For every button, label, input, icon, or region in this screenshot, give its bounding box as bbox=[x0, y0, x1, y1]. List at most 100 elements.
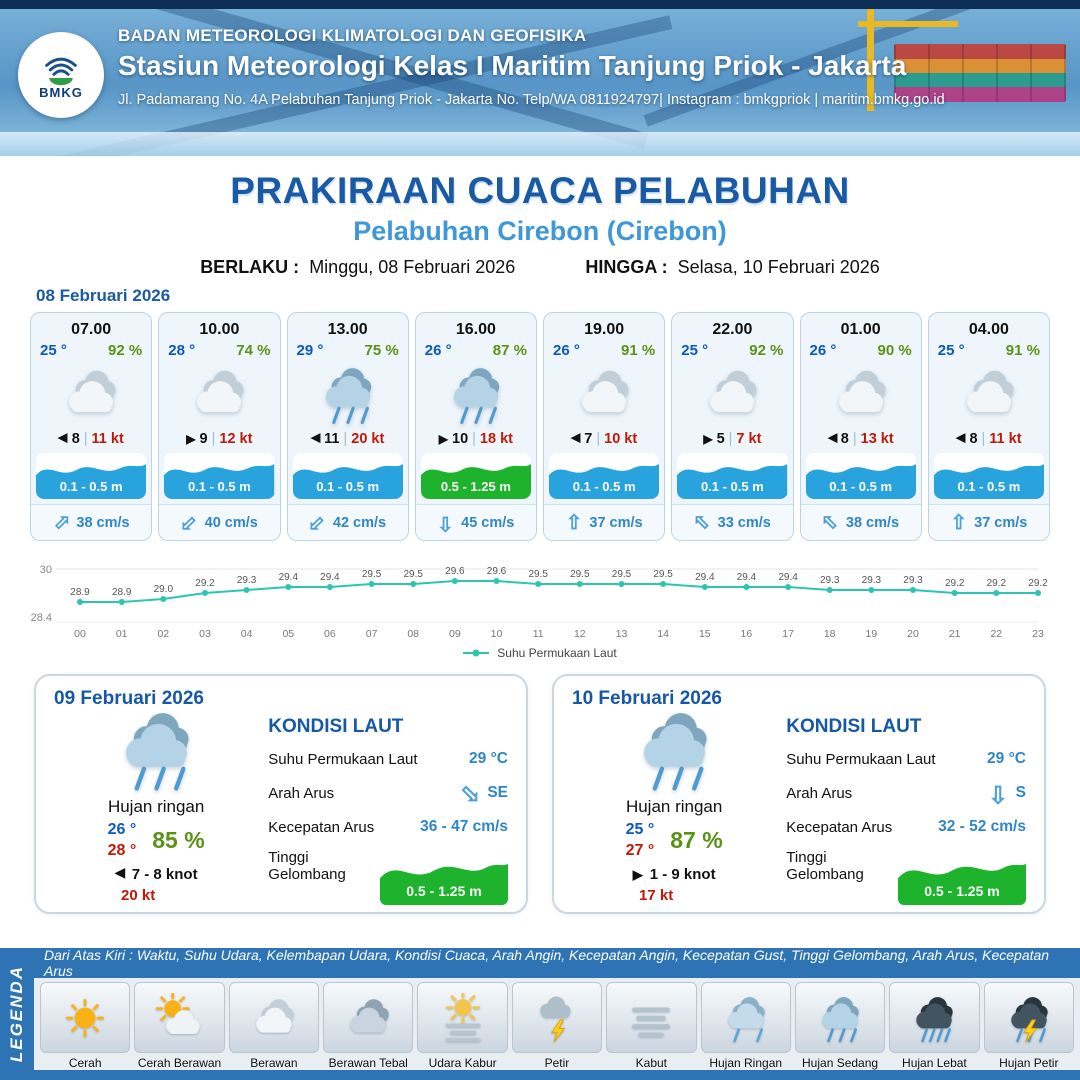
current-direction-icon: ⇧ bbox=[950, 511, 968, 534]
wind-gust: 11 kt bbox=[91, 431, 124, 447]
legend-item: Udara Kabur bbox=[417, 982, 508, 1070]
svg-text:01: 01 bbox=[116, 628, 128, 640]
humidity: 92 % bbox=[749, 342, 784, 359]
current-direction-icon: ⇧ bbox=[816, 508, 845, 537]
hujan-sedang-icon bbox=[794, 982, 886, 1053]
wave-height: 0.1 - 0.5 m bbox=[316, 479, 380, 494]
sst-value: 29 °C bbox=[469, 750, 508, 767]
wind-direction-icon: ▶ bbox=[703, 432, 713, 446]
weather-icon bbox=[109, 712, 204, 797]
svg-text:00: 00 bbox=[74, 628, 86, 640]
chart-legend: Suhu Permukaan Laut bbox=[22, 646, 1058, 660]
current-speed: 37 cm/s bbox=[589, 514, 643, 531]
legend-item-label: Hujan Lebat bbox=[902, 1056, 967, 1070]
current-direction-icon: ⇧ bbox=[437, 511, 455, 534]
chart-legend-marker bbox=[463, 652, 490, 654]
temp-max: 27 ° bbox=[625, 842, 655, 859]
svg-text:29.3: 29.3 bbox=[862, 575, 882, 586]
sst-chart-canvas: 30 28.4 28.9 00 28.9 01 29.0 02 29.2 03 29.3 04 29.4… bbox=[31, 564, 1049, 640]
station-name: Stasiun Meteorologi Kelas I Maritim Tanj… bbox=[118, 50, 907, 81]
wave-label: Tinggi Gelombang bbox=[786, 849, 864, 883]
current-direction-icon: ⇧ bbox=[175, 508, 203, 537]
humidity: 75 % bbox=[364, 342, 399, 359]
legend-note: Dari Atas Kiri : Waktu, Suhu Udara, Kele… bbox=[34, 947, 1080, 979]
humidity: 92 % bbox=[108, 342, 143, 359]
time-label: 13.00 bbox=[327, 321, 368, 338]
sst-label: Suhu Permukaan Laut bbox=[786, 750, 936, 768]
wave-height-box: 0.1 - 0.5 m bbox=[36, 453, 147, 499]
valid-from-value: Minggu, 08 Februari 2026 bbox=[309, 257, 516, 277]
humidity: 74 % bbox=[236, 342, 271, 359]
legend-title: LEGENDA bbox=[7, 965, 26, 1063]
cerah-berawan-icon bbox=[134, 982, 225, 1053]
forecast-card: 13.00 29 ° 75 % ▶ 11 | 20 kt 0.1 - 0.5 m ⇧ 42 cm/… bbox=[286, 312, 409, 541]
wave-height-box: 0.1 - 0.5 m bbox=[292, 453, 403, 499]
wave-height: 0.1 - 0.5 m bbox=[957, 479, 1021, 494]
legend-item: Hujan Lebat bbox=[889, 982, 980, 1070]
svg-text:29.4: 29.4 bbox=[320, 572, 340, 583]
valid-to: HINGGA : Selasa, 10 Februari 2026 bbox=[585, 257, 879, 278]
forecast-date: 08 Februari 2026 bbox=[36, 286, 171, 305]
petir-icon bbox=[511, 982, 603, 1053]
svg-text:29.3: 29.3 bbox=[820, 575, 840, 586]
temperature: 26 ° bbox=[553, 342, 580, 359]
time-label: 07.00 bbox=[71, 321, 112, 338]
svg-text:15: 15 bbox=[699, 628, 711, 640]
sea-title: KONDISI LAUT bbox=[786, 716, 922, 737]
wind-direction-icon: ▶ bbox=[310, 432, 321, 446]
svg-text:29.2: 29.2 bbox=[945, 578, 965, 589]
svg-text:11: 11 bbox=[533, 628, 544, 640]
hujan-ringan-icon bbox=[700, 982, 791, 1053]
svg-text:29.6: 29.6 bbox=[487, 566, 507, 577]
condition-label: Hujan ringan bbox=[625, 797, 723, 816]
daily-date: 10 Februari 2026 bbox=[572, 688, 722, 709]
wave-height: 0.5 - 1.25 m bbox=[406, 883, 482, 899]
port-name: Pelabuhan Cirebon (Cirebon) bbox=[353, 216, 727, 246]
daily-card-09: 09 Februari 2026 Hujan ringan 26 ° 28 ° … bbox=[34, 674, 528, 914]
udara-kabur-icon bbox=[417, 982, 508, 1053]
wind-gust: 10 kt bbox=[604, 431, 638, 447]
weather-icon bbox=[31, 361, 151, 427]
legend-item-label: Berawan bbox=[250, 1056, 298, 1070]
weather-icon bbox=[288, 361, 408, 427]
svg-text:20: 20 bbox=[907, 628, 919, 640]
wave-height-box: 0.1 - 0.5 m bbox=[549, 453, 660, 499]
sea-title: KONDISI LAUT bbox=[268, 716, 404, 737]
bmkg-logo: BMKG bbox=[18, 32, 104, 118]
wave-height: 0.1 - 0.5 m bbox=[829, 479, 893, 494]
wind-direction-icon: ▶ bbox=[956, 432, 966, 446]
wind-direction-icon: ▶ bbox=[632, 867, 643, 882]
svg-text:14: 14 bbox=[657, 628, 669, 640]
svg-text:12: 12 bbox=[574, 628, 586, 640]
wave-height: 0.1 - 0.5 m bbox=[187, 479, 251, 494]
current-direction-icon: ⇧ bbox=[47, 508, 75, 537]
weather-icon bbox=[544, 361, 664, 427]
wind-speed: 5 bbox=[716, 431, 725, 447]
bmkg-logo-icon bbox=[45, 57, 77, 85]
weather-icon bbox=[801, 361, 921, 427]
svg-text:29.4: 29.4 bbox=[737, 572, 757, 583]
wind-range: 7 - 8 knot bbox=[131, 866, 198, 883]
current-direction-icon: ⇧ bbox=[303, 508, 332, 537]
forecast-card: 19.00 26 ° 91 % ▶ 7 | 10 kt 0.1 - 0.5 m ⇧ 37 cm/s bbox=[543, 312, 666, 541]
svg-text:29.0: 29.0 bbox=[154, 584, 174, 595]
weather-icon bbox=[627, 712, 722, 797]
humidity: 91 % bbox=[621, 342, 656, 359]
current-speed: 38 cm/s bbox=[76, 514, 130, 531]
temperature: 28 ° bbox=[168, 342, 196, 359]
svg-text:29.5: 29.5 bbox=[528, 569, 548, 580]
temp-max: 28 ° bbox=[107, 842, 137, 859]
current-speed: 40 cm/s bbox=[204, 514, 258, 531]
svg-text:07: 07 bbox=[366, 628, 378, 640]
current-speed: 38 cm/s bbox=[845, 514, 900, 531]
svg-text:28.9: 28.9 bbox=[70, 587, 90, 598]
forecast-card: 04.00 25 ° 91 % ▶ 8 | 11 kt 0.1 - 0.5 m ⇧ 37 cm/s bbox=[927, 312, 1050, 541]
weather-icon bbox=[929, 361, 1049, 427]
separator: | bbox=[83, 431, 88, 447]
title-block: PRAKIRAAN CUACA PELABUHAN Pelabuhan Cire… bbox=[0, 156, 1080, 278]
svg-text:29.4: 29.4 bbox=[695, 572, 715, 583]
time-label: 10.00 bbox=[199, 321, 240, 338]
legend-item: Hujan Ringan bbox=[700, 982, 791, 1070]
svg-text:04: 04 bbox=[241, 628, 253, 640]
svg-text:10: 10 bbox=[491, 628, 503, 640]
